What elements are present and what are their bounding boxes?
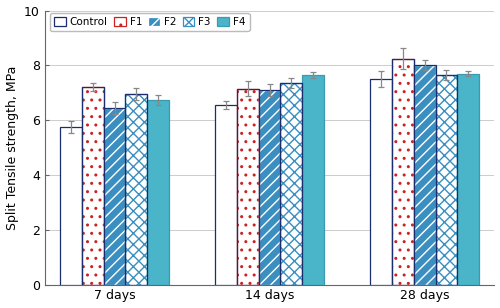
Bar: [457, 74, 479, 285]
Bar: [237, 89, 259, 285]
Bar: [216, 105, 237, 285]
Bar: [392, 59, 414, 285]
Bar: [302, 75, 324, 285]
Bar: [147, 99, 169, 285]
Bar: [259, 90, 280, 285]
Bar: [104, 108, 126, 285]
Bar: [126, 94, 147, 285]
Bar: [259, 90, 280, 285]
Bar: [280, 83, 302, 285]
Bar: [126, 94, 147, 285]
Bar: [414, 65, 436, 285]
Bar: [237, 89, 259, 285]
Bar: [392, 59, 414, 285]
Bar: [280, 83, 302, 285]
Bar: [82, 87, 104, 285]
Legend: Control, F1, F2, F3, F4: Control, F1, F2, F3, F4: [50, 13, 250, 31]
Bar: [104, 108, 126, 285]
Bar: [436, 75, 457, 285]
Bar: [370, 79, 392, 285]
Bar: [436, 75, 457, 285]
Bar: [82, 87, 104, 285]
Y-axis label: Split Tensile strength, MPa: Split Tensile strength, MPa: [6, 65, 18, 230]
Bar: [60, 127, 82, 285]
Bar: [414, 65, 436, 285]
